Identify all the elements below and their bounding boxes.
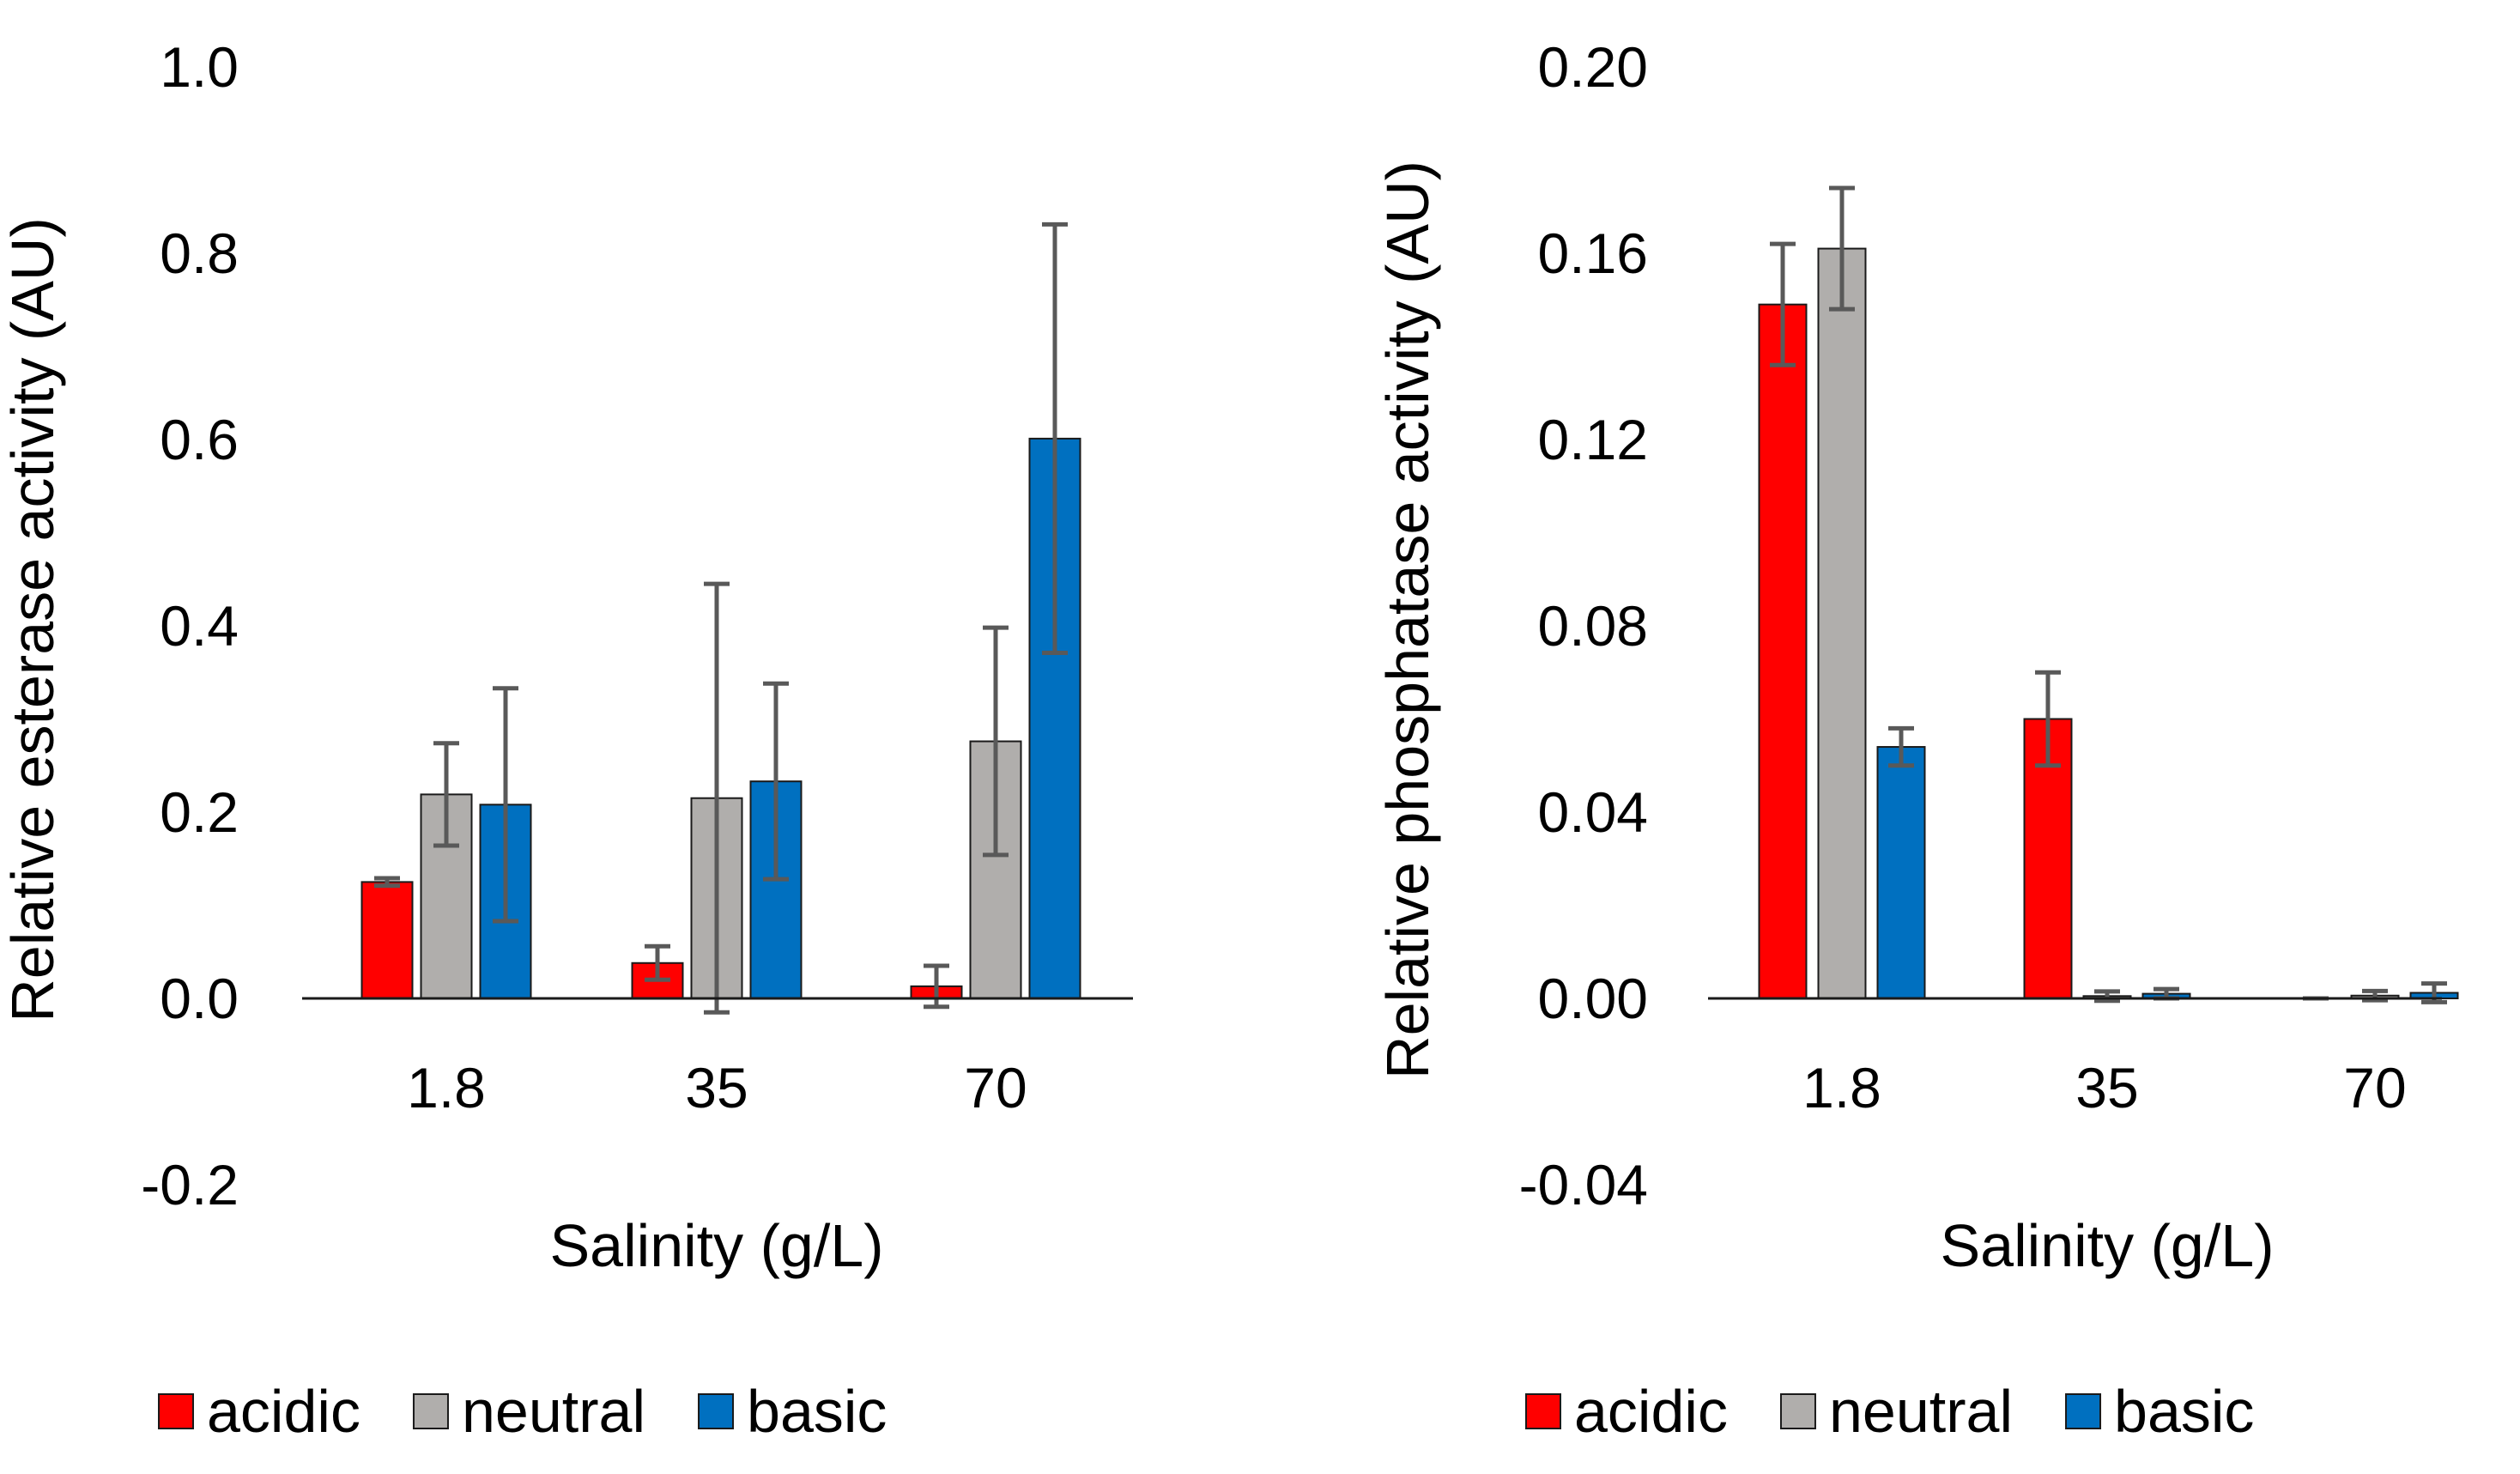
y-tick-label: 0.6 bbox=[160, 408, 239, 471]
series-acidic bbox=[360, 876, 963, 1010]
legend-label: acidic bbox=[207, 1378, 360, 1445]
y-tick-label: 0.8 bbox=[160, 221, 239, 285]
y-tick-label: 0.00 bbox=[1538, 967, 1648, 1030]
y-tick-label: 0.08 bbox=[1538, 594, 1648, 658]
x-tick-label: 35 bbox=[685, 1056, 748, 1119]
y-tick-label: 0.16 bbox=[1538, 221, 1648, 285]
bar-basic-1.8 bbox=[1876, 746, 1926, 999]
legend: acidic neutral basic bbox=[158, 1378, 887, 1445]
series-basic bbox=[1876, 725, 2459, 1004]
legend-item-acidic: acidic bbox=[1525, 1378, 1728, 1445]
x-tick-labels: 1.8 35 70 bbox=[407, 1056, 1027, 1119]
y-tick-label: 0.0 bbox=[160, 967, 239, 1030]
legend-swatch-basic bbox=[2065, 1393, 2102, 1429]
bar-neutral-1.8 bbox=[1817, 247, 1867, 999]
error-bar-basic-1.8 bbox=[1888, 725, 1914, 768]
chart-2: -0.04 0.00 0.04 0.08 0.12 0.16 0.20 Relative ph… bbox=[1374, 35, 2459, 1445]
error-bar-acidic-35 bbox=[645, 943, 670, 982]
x-axis-title: Salinity (g/L) bbox=[549, 1212, 883, 1279]
legend-item-basic: basic bbox=[2065, 1378, 2254, 1445]
legend-item-neutral: neutral bbox=[1779, 1378, 2013, 1445]
error-bar-basic-35 bbox=[763, 681, 789, 882]
y-tick-labels: -0.2 0.0 0.2 0.4 0.6 0.8 1.0 bbox=[141, 35, 239, 1216]
chart-1: -0.2 0.0 0.2 0.4 0.6 0.8 1.0 Relative esterase … bbox=[0, 35, 1133, 1445]
error-bar-neutral-35 bbox=[704, 581, 730, 1015]
bar-acidic-1.8 bbox=[360, 881, 414, 999]
error-bar-neutral-1.8 bbox=[1829, 185, 1855, 312]
legend-label: neutral bbox=[1829, 1378, 2013, 1445]
legend-label: acidic bbox=[1574, 1378, 1728, 1445]
error-bar-neutral-70 bbox=[983, 625, 1009, 858]
error-bar-acidic-1.8 bbox=[1770, 241, 1796, 367]
legend-swatch-acidic bbox=[158, 1393, 194, 1429]
x-tick-label: 35 bbox=[2075, 1056, 2138, 1119]
legend-swatch-neutral bbox=[412, 1393, 449, 1429]
x-tick-label: 1.8 bbox=[1802, 1056, 1881, 1119]
y-tick-label: -0.04 bbox=[1519, 1153, 1648, 1216]
legend-item-basic: basic bbox=[698, 1378, 887, 1445]
legend-swatch-acidic bbox=[1525, 1393, 1561, 1429]
legend-swatch-basic bbox=[698, 1393, 735, 1429]
legend-label: neutral bbox=[462, 1378, 645, 1445]
y-tick-label: 0.12 bbox=[1538, 408, 1648, 471]
series-acidic bbox=[1758, 241, 2329, 1001]
error-bar-neutral-1.8 bbox=[433, 741, 459, 848]
y-tick-label: 0.04 bbox=[1538, 780, 1648, 844]
x-tick-label: 70 bbox=[2343, 1056, 2406, 1119]
error-bar-basic-1.8 bbox=[493, 686, 518, 924]
error-bar-acidic-1.8 bbox=[374, 876, 400, 889]
error-bar-acidic-70 bbox=[924, 963, 949, 1010]
x-axis-title: Salinity (g/L) bbox=[1940, 1212, 2274, 1279]
y-axis-title: Relative esterase activity (AU) bbox=[0, 217, 66, 1022]
bars bbox=[360, 221, 1081, 1015]
error-bar-basic-70 bbox=[1042, 221, 1068, 655]
x-tick-label: 70 bbox=[964, 1056, 1027, 1119]
series-neutral bbox=[1817, 185, 2400, 1004]
bar-acidic-1.8 bbox=[1758, 303, 1808, 999]
y-tick-labels: -0.04 0.00 0.04 0.08 0.12 0.16 0.20 bbox=[1519, 35, 1648, 1216]
legend-item-acidic: acidic bbox=[158, 1378, 360, 1445]
legend-item-neutral: neutral bbox=[412, 1378, 645, 1445]
legend: acidic neutral basic bbox=[1525, 1378, 2254, 1445]
y-tick-label: 0.2 bbox=[160, 780, 239, 844]
legend-label: basic bbox=[747, 1378, 887, 1445]
y-axis-title: Relative phosphatase activity (AU) bbox=[1374, 161, 1441, 1079]
x-tick-labels: 1.8 35 70 bbox=[1802, 1056, 2407, 1119]
legend-swatch-neutral bbox=[1779, 1393, 1816, 1429]
x-tick-label: 1.8 bbox=[407, 1056, 486, 1119]
legend-label: basic bbox=[2114, 1378, 2254, 1445]
bars bbox=[1758, 185, 2459, 1004]
y-tick-label: 0.4 bbox=[160, 594, 239, 658]
y-tick-label: 0.20 bbox=[1538, 35, 1648, 99]
series-basic bbox=[479, 221, 1081, 1000]
error-bar-acidic-35 bbox=[2035, 670, 2061, 768]
y-tick-label: 1.0 bbox=[160, 35, 239, 99]
series-neutral bbox=[420, 581, 1022, 1015]
y-tick-label: -0.2 bbox=[141, 1153, 239, 1216]
